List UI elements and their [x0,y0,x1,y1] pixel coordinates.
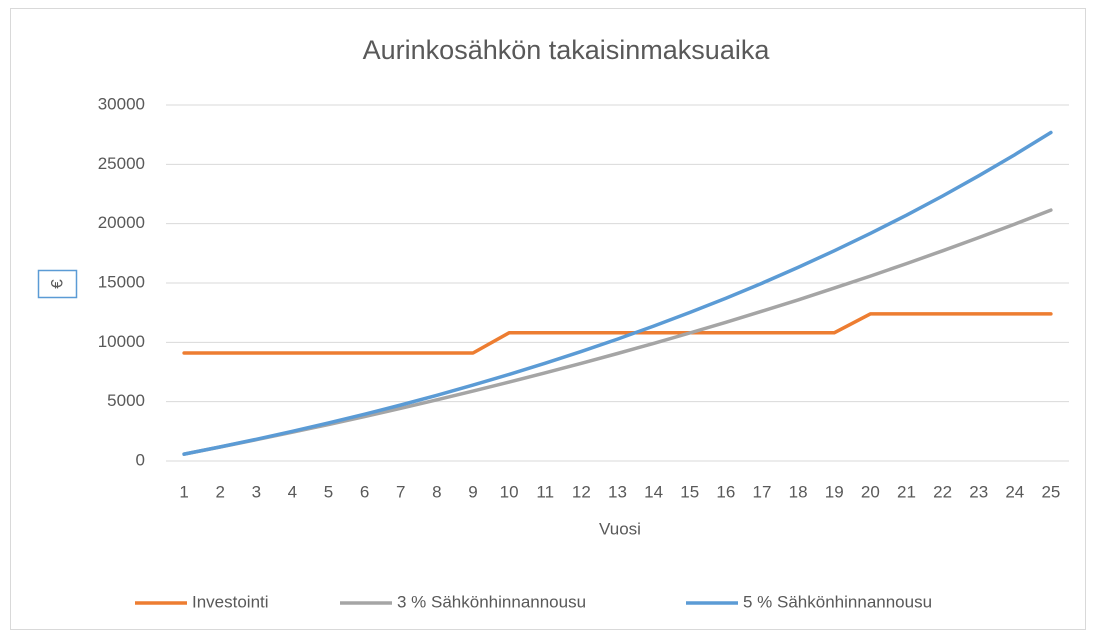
x-tick-label: 10 [500,482,519,501]
x-tick-label: 2 [215,482,224,501]
legend-label: 5 % Sähkönhinnannousu [743,592,932,611]
series-line [182,130,1053,456]
legend-label: 3 % Sähkönhinnannousu [397,592,586,611]
chart-frame [10,8,1086,630]
x-tick-label: 11 [536,482,554,501]
x-tick-label: 22 [933,482,952,501]
y-tick-label: 25000 [98,154,145,173]
y-tick-label: 15000 [98,272,145,291]
x-tick-label: 13 [608,482,627,501]
x-tick-label: 16 [716,482,735,501]
legend-label: Investointi [192,592,269,611]
y-tick-label: 5000 [107,391,145,410]
x-tick-label: 7 [396,482,405,501]
x-tick-label: 25 [1041,482,1060,501]
series-line [182,312,1053,355]
x-axis-label: Vuosi [599,519,641,538]
x-tick-label: 21 [897,482,916,501]
x-tick-label: 15 [680,482,699,501]
x-tick-label: 5 [324,482,333,501]
x-tick-label: 23 [969,482,988,501]
y-tick-label: 20000 [98,213,145,232]
y-tick-label: 10000 [98,332,145,351]
x-tick-label: 14 [644,482,663,501]
x-tick-label: 8 [432,482,441,501]
x-tick-label: 18 [789,482,808,501]
x-tick-label: 9 [468,482,477,501]
x-tick-label: 19 [825,482,844,501]
chart-title: Aurinkosähkön takaisinmaksuaika [363,35,771,65]
x-tick-label: 4 [288,482,297,501]
x-tick-label: 6 [360,482,369,501]
y-tick-label: 30000 [98,94,145,113]
x-tick-label: 1 [179,482,188,501]
y-tick-label: 0 [136,450,145,469]
x-tick-label: 12 [572,482,591,501]
x-tick-label: 17 [753,482,772,501]
x-tick-label: 24 [1005,482,1024,501]
y-label-selection[interactable] [37,269,78,299]
x-tick-label: 3 [252,482,261,501]
x-tick-label: 20 [861,482,880,501]
y-axis-label: € [47,279,66,289]
